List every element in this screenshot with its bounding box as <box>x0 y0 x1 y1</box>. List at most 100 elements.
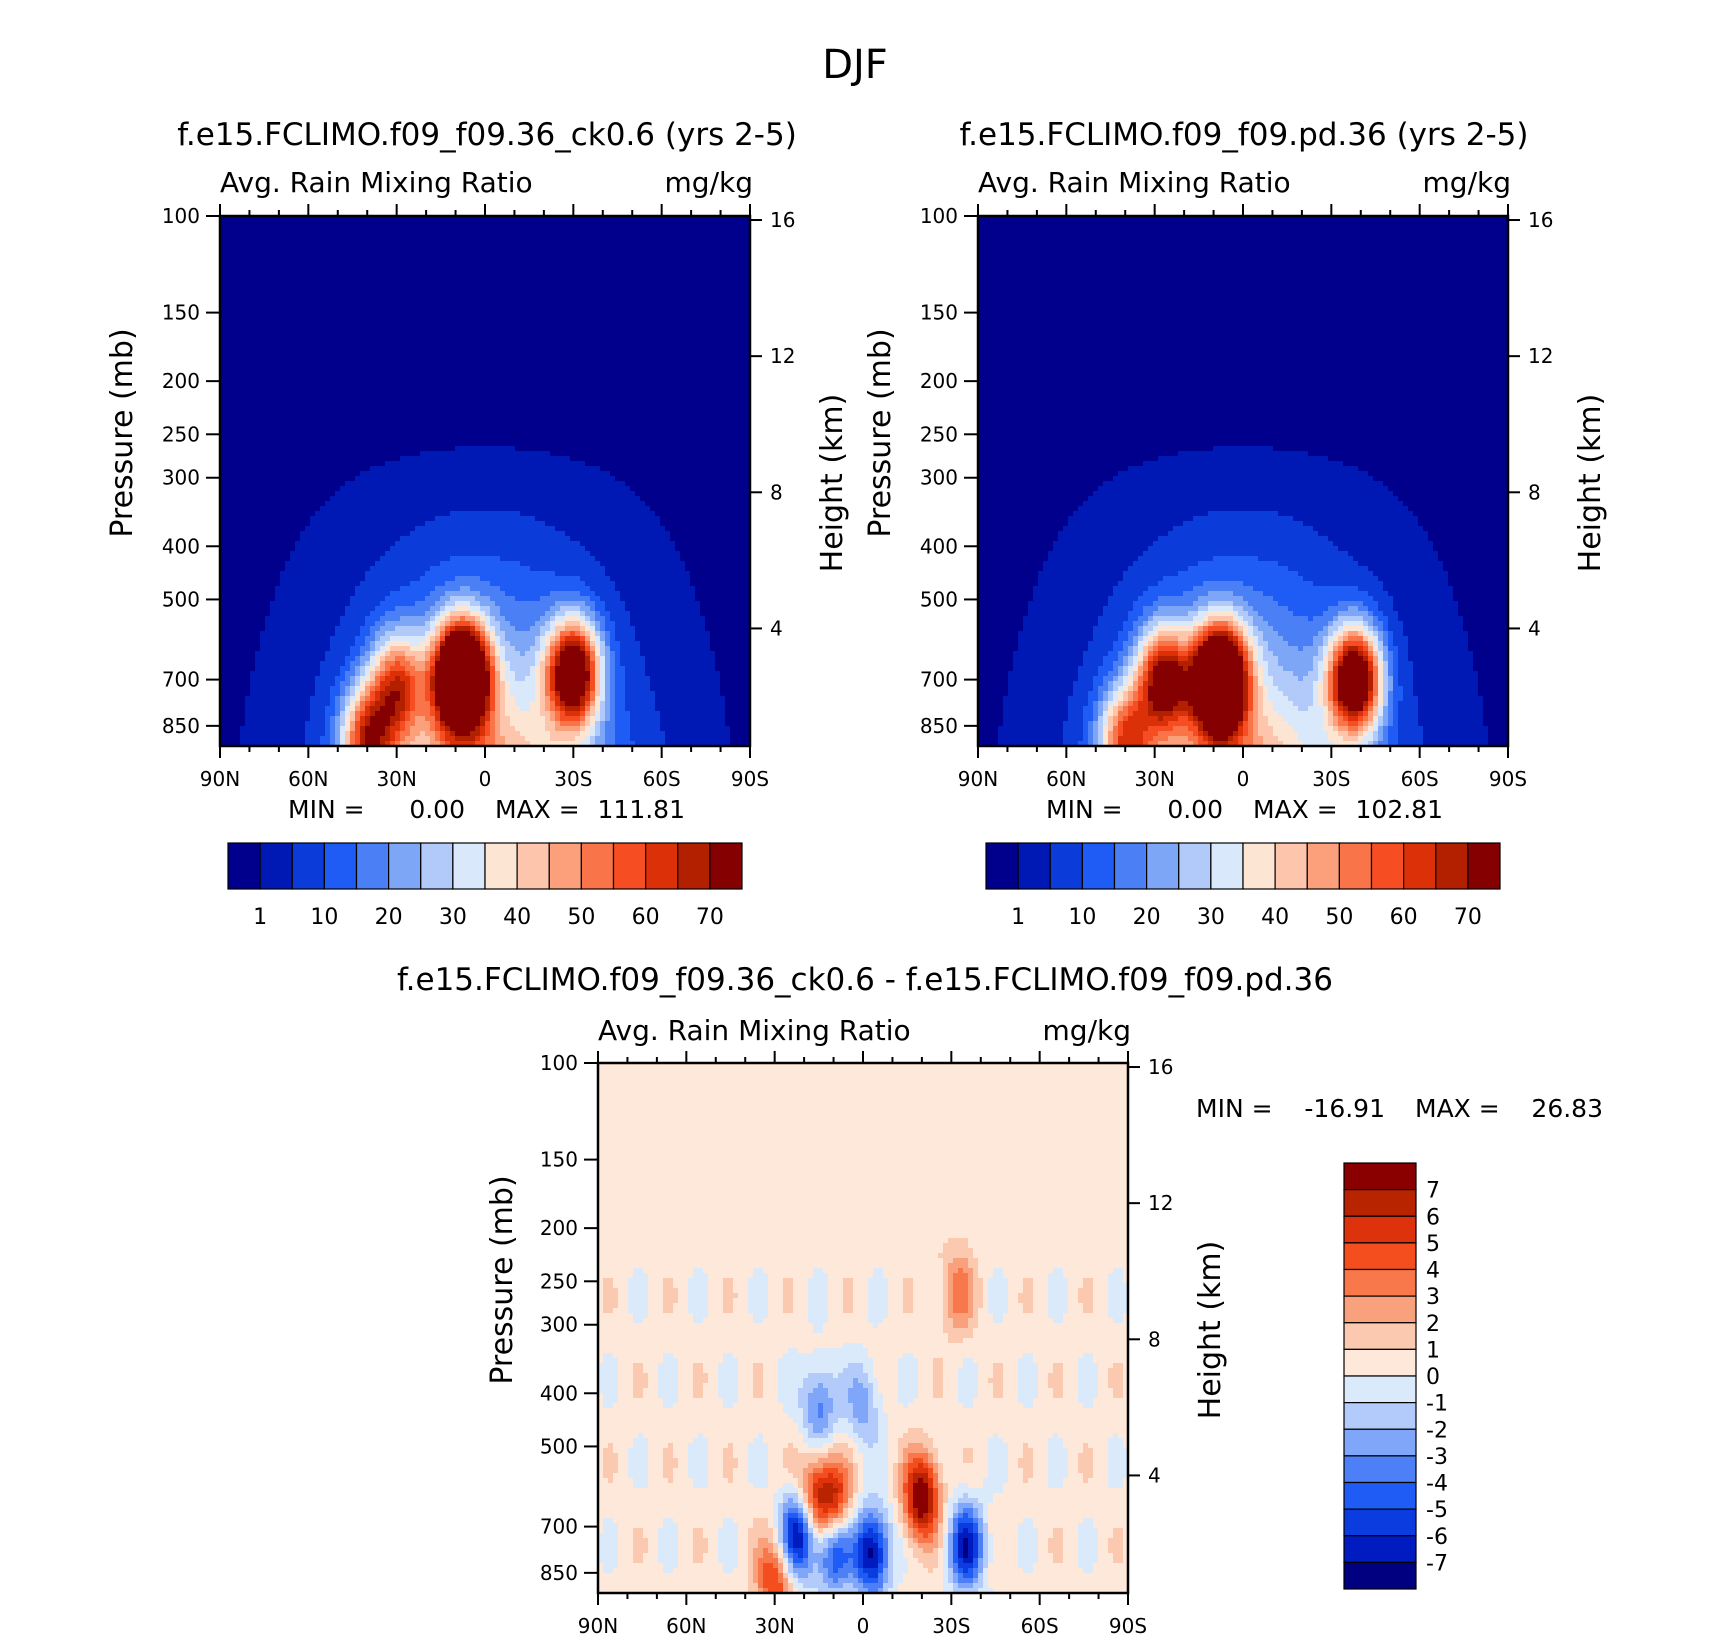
heatmap-cell <box>1148 631 1154 637</box>
heatmap-cell <box>633 1313 649 1319</box>
heatmap-cell <box>733 1278 749 1284</box>
heatmap-cell <box>758 1433 764 1439</box>
heatmap-cell <box>550 656 556 662</box>
heatmap-cell <box>863 1463 889 1469</box>
heatmap-cell <box>603 1278 614 1284</box>
heatmap-cell <box>718 1378 739 1384</box>
heatmap-cell <box>1128 466 1359 472</box>
heatmap-cell <box>375 651 381 657</box>
heatmap-cell <box>863 1553 869 1559</box>
heatmap-cell <box>813 1423 829 1429</box>
heatmap-cell <box>908 1478 914 1484</box>
heatmap-cell <box>505 691 511 697</box>
heatmap-cell <box>1248 716 1254 722</box>
heatmap-cell <box>968 1273 974 1279</box>
heatmap-cell <box>853 1453 864 1459</box>
heatmap-cell <box>405 716 411 722</box>
heatmap-cell <box>908 1473 914 1479</box>
heatmap-cell <box>1318 696 1324 702</box>
heatmap-cell <box>673 1473 689 1479</box>
heatmap-cell <box>613 1568 664 1574</box>
heatmap-cell <box>490 646 496 652</box>
heatmap-cell <box>803 1583 829 1589</box>
heatmap-cell <box>1423 731 1489 737</box>
heatmap-cell <box>888 1308 904 1314</box>
heatmap-cell <box>763 1368 779 1374</box>
heatmap-cell <box>1338 546 1434 552</box>
heatmap-cell <box>1063 1368 1079 1374</box>
heatmap-cell <box>1088 1478 1109 1484</box>
heatmap-cell <box>345 611 371 617</box>
heatmap-cell <box>370 716 391 722</box>
heatmap-cell <box>1413 511 1508 517</box>
heatmap-cell <box>803 1378 854 1384</box>
heatmap-cell <box>978 381 1508 387</box>
heatmap-cell <box>973 1578 979 1584</box>
heatmap-cell <box>823 1538 829 1544</box>
heatmap-cell <box>545 621 551 627</box>
heatmap-cell <box>833 1493 839 1499</box>
heatmap-cell <box>1173 706 1194 712</box>
heatmap-cell <box>605 716 611 722</box>
heatmap-cell <box>505 741 531 746</box>
heatmap-cell <box>1433 541 1508 547</box>
heatmap-cell <box>833 1558 849 1564</box>
heatmap-cell <box>603 1288 619 1294</box>
heatmap-cell <box>1253 616 1264 622</box>
heatmap-cell <box>778 1573 784 1579</box>
heatmap-cell <box>973 1268 979 1274</box>
heatmap-cell <box>598 1293 604 1299</box>
heatmap-cell <box>978 371 1508 377</box>
heatmap-cell <box>1073 691 1089 697</box>
heatmap-cell <box>963 1568 969 1574</box>
colorbar-swatch <box>1343 1375 1417 1404</box>
heatmap-cell <box>725 706 750 712</box>
heatmap-cell <box>843 1293 854 1299</box>
heatmap-cell <box>590 596 601 602</box>
heatmap-cell <box>490 631 496 637</box>
heatmap-cell <box>340 706 346 712</box>
heatmap-cell <box>1148 656 1154 662</box>
heatmap-cell <box>933 1568 944 1574</box>
heatmap-cell <box>1413 666 1474 672</box>
heatmap-cell <box>598 1398 604 1404</box>
heatmap-cell <box>853 1403 869 1409</box>
heatmap-cell <box>903 1498 909 1504</box>
heatmap-cell <box>858 1433 879 1439</box>
heatmap-cell <box>315 681 336 687</box>
heatmap-cell <box>1123 1543 1128 1549</box>
heatmap-cell <box>515 696 536 702</box>
heatmap-cell <box>643 1388 659 1394</box>
heatmap-cell <box>753 1268 764 1274</box>
colorbar-swatch <box>1343 1535 1417 1563</box>
heatmap-cell <box>1153 701 1179 707</box>
heatmap-cell <box>793 1588 799 1593</box>
heatmap-cell <box>938 1518 944 1524</box>
heatmap-cell <box>708 1548 719 1554</box>
heatmap-cell <box>1333 726 1339 732</box>
heatmap-cell <box>715 666 750 672</box>
colorbar-label: 30 <box>1197 905 1225 930</box>
heatmap-cell <box>505 671 516 677</box>
colorbar-swatch <box>1146 842 1180 890</box>
heatmap-cell <box>485 741 496 746</box>
heatmap-cell <box>858 1378 869 1384</box>
heatmap-cell <box>1413 676 1479 682</box>
heatmap-cell <box>1203 631 1209 637</box>
heatmap-cell <box>560 711 566 717</box>
heatmap-cell <box>853 1458 864 1464</box>
heatmap-cell <box>495 636 501 642</box>
heatmap-cell <box>758 1568 764 1574</box>
heatmap-cell <box>1358 736 1364 742</box>
heatmap-cell <box>435 676 491 682</box>
heatmap-cell <box>1088 701 1094 707</box>
y-tick-label: 700 <box>540 1515 578 1539</box>
heatmap-cell <box>878 1433 889 1439</box>
heatmap-cell <box>1018 1538 1039 1544</box>
heatmap-cell <box>1368 611 1374 617</box>
heatmap-cell <box>1243 646 1249 652</box>
heatmap-cell <box>1373 636 1379 642</box>
x-tick-label: 30S <box>932 1614 970 1638</box>
heatmap-cell <box>808 1558 824 1564</box>
